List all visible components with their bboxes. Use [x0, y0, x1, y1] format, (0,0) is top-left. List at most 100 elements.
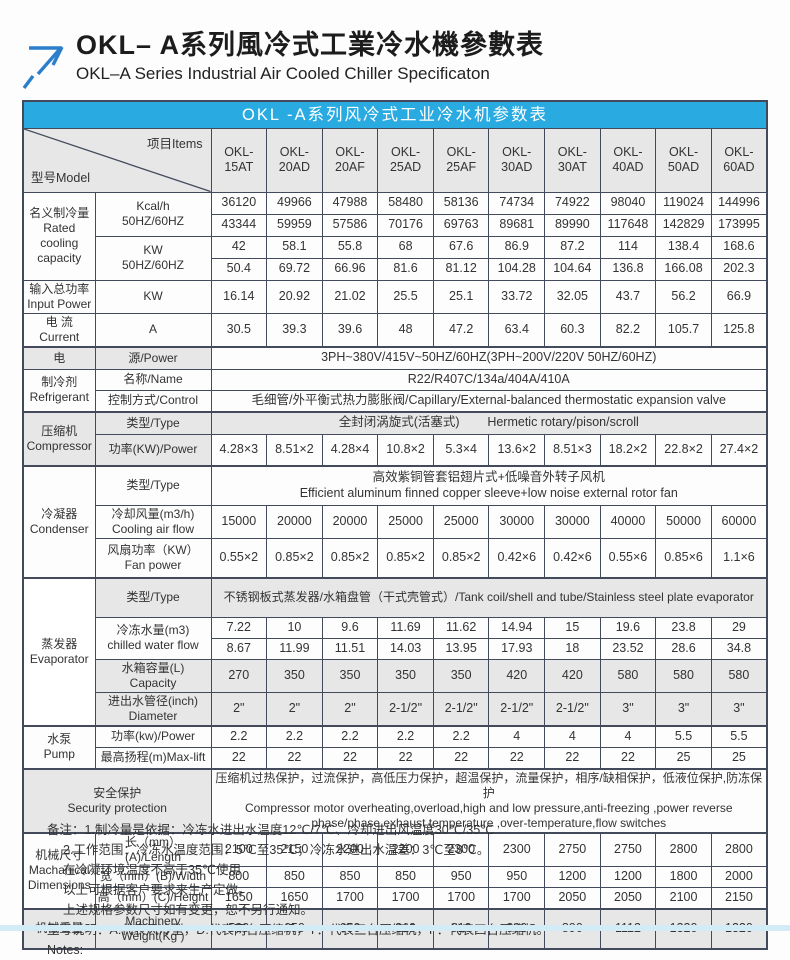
value-cell: 8.67	[210, 637, 268, 660]
value-cell: 2200	[377, 831, 434, 867]
value-cell: 2.2	[377, 724, 434, 748]
label-chilled-water-flow: 冷冻水量(m3) chilled water flow	[94, 616, 212, 660]
row-chilled-flow-60hz: 8.67 11.99 11.51 14.03 13.95 17.93 18 23.52 28.6…	[23, 637, 768, 660]
value-cell: 50.4	[210, 257, 268, 281]
note-line-2: 2.工作范围：冷冻水温度范围：5℃至35℃；冷冻水进出水温差：3℃至8℃。	[63, 843, 490, 857]
value-cell: 0.42×6	[544, 537, 601, 578]
value-cell: 39.6	[321, 312, 379, 347]
model-header-cell: OKL- 25AF	[432, 128, 490, 193]
diagonal-line	[24, 129, 211, 192]
value-cell: 2.2	[432, 724, 490, 748]
row-condenser-type: 冷凝器 Condenser 类型/Type 高效紫铜管套铝翅片式+低噪音外转子风…	[22, 464, 768, 578]
value-cell: 4	[599, 724, 657, 748]
note-line-1: 备注：1.制冷量是依据：冷冻水进出水温度12℃/7℃、冷却进出风温度30℃/35…	[47, 823, 495, 837]
value-cell: 2.2	[266, 724, 323, 748]
corner-items-label: 项目Items	[146, 137, 203, 151]
label-fan-power: 风扇功率（KW） Fan power	[94, 537, 212, 578]
value-cell: 43344	[210, 213, 268, 237]
value-cell: 166.08	[655, 257, 712, 281]
value-cell: 25	[655, 746, 712, 769]
value-cell: 13.95	[432, 637, 490, 660]
value-cell: 350	[321, 658, 379, 693]
page-title-cn: OKL– A系列風冷式工業冷水機參數表	[76, 30, 545, 60]
label-control: 控制方式/Control	[94, 389, 212, 412]
value-cell: 4.28×3	[210, 433, 268, 466]
value-cell: 7.22	[210, 616, 268, 639]
value-cell: 25000	[377, 504, 434, 539]
value-cell: 22	[266, 746, 323, 769]
value-compressor-type: 全封闭涡旋式(活塞式) Hermetic rotary/pison/scroll	[210, 410, 768, 435]
value-cell: 420	[544, 658, 601, 693]
value-cell: 5.5	[655, 724, 712, 748]
value-cell: 2750	[599, 831, 657, 867]
value-cell: 580	[599, 658, 657, 693]
value-cell: 14.94	[488, 616, 546, 639]
label-input-power: 输入总功率 Input Power	[22, 279, 96, 314]
label-current: 电 流 Current	[22, 312, 96, 347]
value-cell: 40000	[599, 504, 657, 539]
value-cell: 850	[321, 865, 379, 888]
value-cell: 22	[210, 746, 268, 769]
value-cell: 9.6	[321, 616, 379, 639]
label-pipe-diameter: 进出水管径(inch) Diameter	[94, 691, 212, 726]
model-header-cell: OKL- 30AD	[488, 128, 546, 193]
value-cell: 5.5	[710, 724, 768, 748]
value-cell: 1200	[544, 865, 601, 888]
value-cell: 63.4	[488, 312, 546, 347]
value-cell: 14.03	[377, 637, 434, 660]
value-cell: 0.42×6	[488, 537, 546, 578]
label-evaporator-type: 类型/Type	[94, 576, 212, 618]
label-compressor: 压缩机 Compressor	[22, 410, 96, 466]
value-cell: 32.05	[544, 279, 601, 314]
value-cell: 39.3	[266, 312, 323, 347]
value-cell: 86.9	[488, 235, 546, 259]
label-height: 高（mm）(C)/Height	[94, 886, 212, 909]
value-cell: 48	[377, 312, 434, 347]
value-cell: 10.8×2	[377, 433, 434, 466]
value-cell: 22	[599, 746, 657, 769]
value-cell: 105.7	[655, 312, 712, 347]
value-cell: 2300	[488, 831, 546, 867]
label-max-lift: 最高扬程(m)Max-lift	[94, 746, 212, 769]
value-cell: 81.6	[377, 257, 434, 281]
value-cell: 74922	[544, 191, 601, 215]
value-cell: 350	[377, 658, 434, 693]
label-rated-capacity: 名义制冷量 Rated cooling capacity	[22, 191, 96, 281]
value-cell: 22	[544, 746, 601, 769]
value-condenser-type: 高效紫铜管套铝翅片式+低噪音外转子风机 Efficient aluminum f…	[210, 464, 768, 506]
value-cell: 104.64	[544, 257, 601, 281]
note-line-3: 在冷凝环境温度不高于35℃使用	[63, 863, 241, 877]
label-current-unit: A	[94, 312, 212, 347]
row-tank-capacity: 水箱容量(L) Capacity 270 350 350 350 350 420 420 58…	[23, 658, 768, 693]
value-cell: 16.14	[210, 279, 268, 314]
value-cell: 8.51×3	[544, 433, 601, 466]
value-cell: 28.6	[655, 637, 712, 660]
row-chilled-flow-50hz: 冷冻水量(m3) chilled water flow 7.22 10 9.6 11.…	[23, 616, 768, 660]
label-tank-capacity: 水箱容量(L) Capacity	[94, 658, 212, 693]
value-cell: 173995	[710, 213, 768, 237]
value-cell: 1650	[266, 886, 323, 909]
value-cell: 89681	[488, 213, 546, 237]
model-header-cell: OKL- 50AD	[655, 128, 712, 193]
row-fan-power: 风扇功率（KW） Fan power 0.55×2 0.85×2 0.85×2 0.8…	[23, 537, 768, 578]
value-cell: 104.28	[488, 257, 546, 281]
value-cell: 81.12	[432, 257, 490, 281]
value-cell: 98040	[599, 191, 657, 215]
value-cell: 2"	[321, 691, 379, 726]
value-cell: 30000	[544, 504, 601, 539]
label-pump: 水泵 Pump	[22, 724, 96, 769]
label-width: 宽（mm）(B)/Width	[94, 865, 212, 888]
label-power-cn: 电	[22, 345, 96, 370]
value-security-protection: 压缩机过热保护，过流保护，高低压力保护，超温保护，流量保护，相序/缺相保护，低液…	[210, 767, 768, 833]
value-cell: 2000	[710, 865, 768, 888]
value-cell: 25	[710, 746, 768, 769]
row-length: 机械尺寸 Machanical Dimensions 长（mm）(A)/Leng…	[22, 831, 768, 909]
row-evaporator-type: 蒸发器 Evaporator 类型/Type 不锈钢板式蒸发器/水箱盘管（干式壳…	[22, 576, 768, 726]
value-cell: 23.8	[655, 616, 712, 639]
value-cell: 69763	[432, 213, 490, 237]
row-kw-50hz: KW 50HZ/60HZ 42 58.1 55.8 68 67.6 86.9 87.2 114…	[23, 235, 768, 281]
value-cell: 21.02	[321, 279, 379, 314]
value-cell: 0.85×6	[655, 537, 712, 578]
value-cell: 58136	[432, 191, 490, 215]
value-cell: 23.52	[599, 637, 657, 660]
